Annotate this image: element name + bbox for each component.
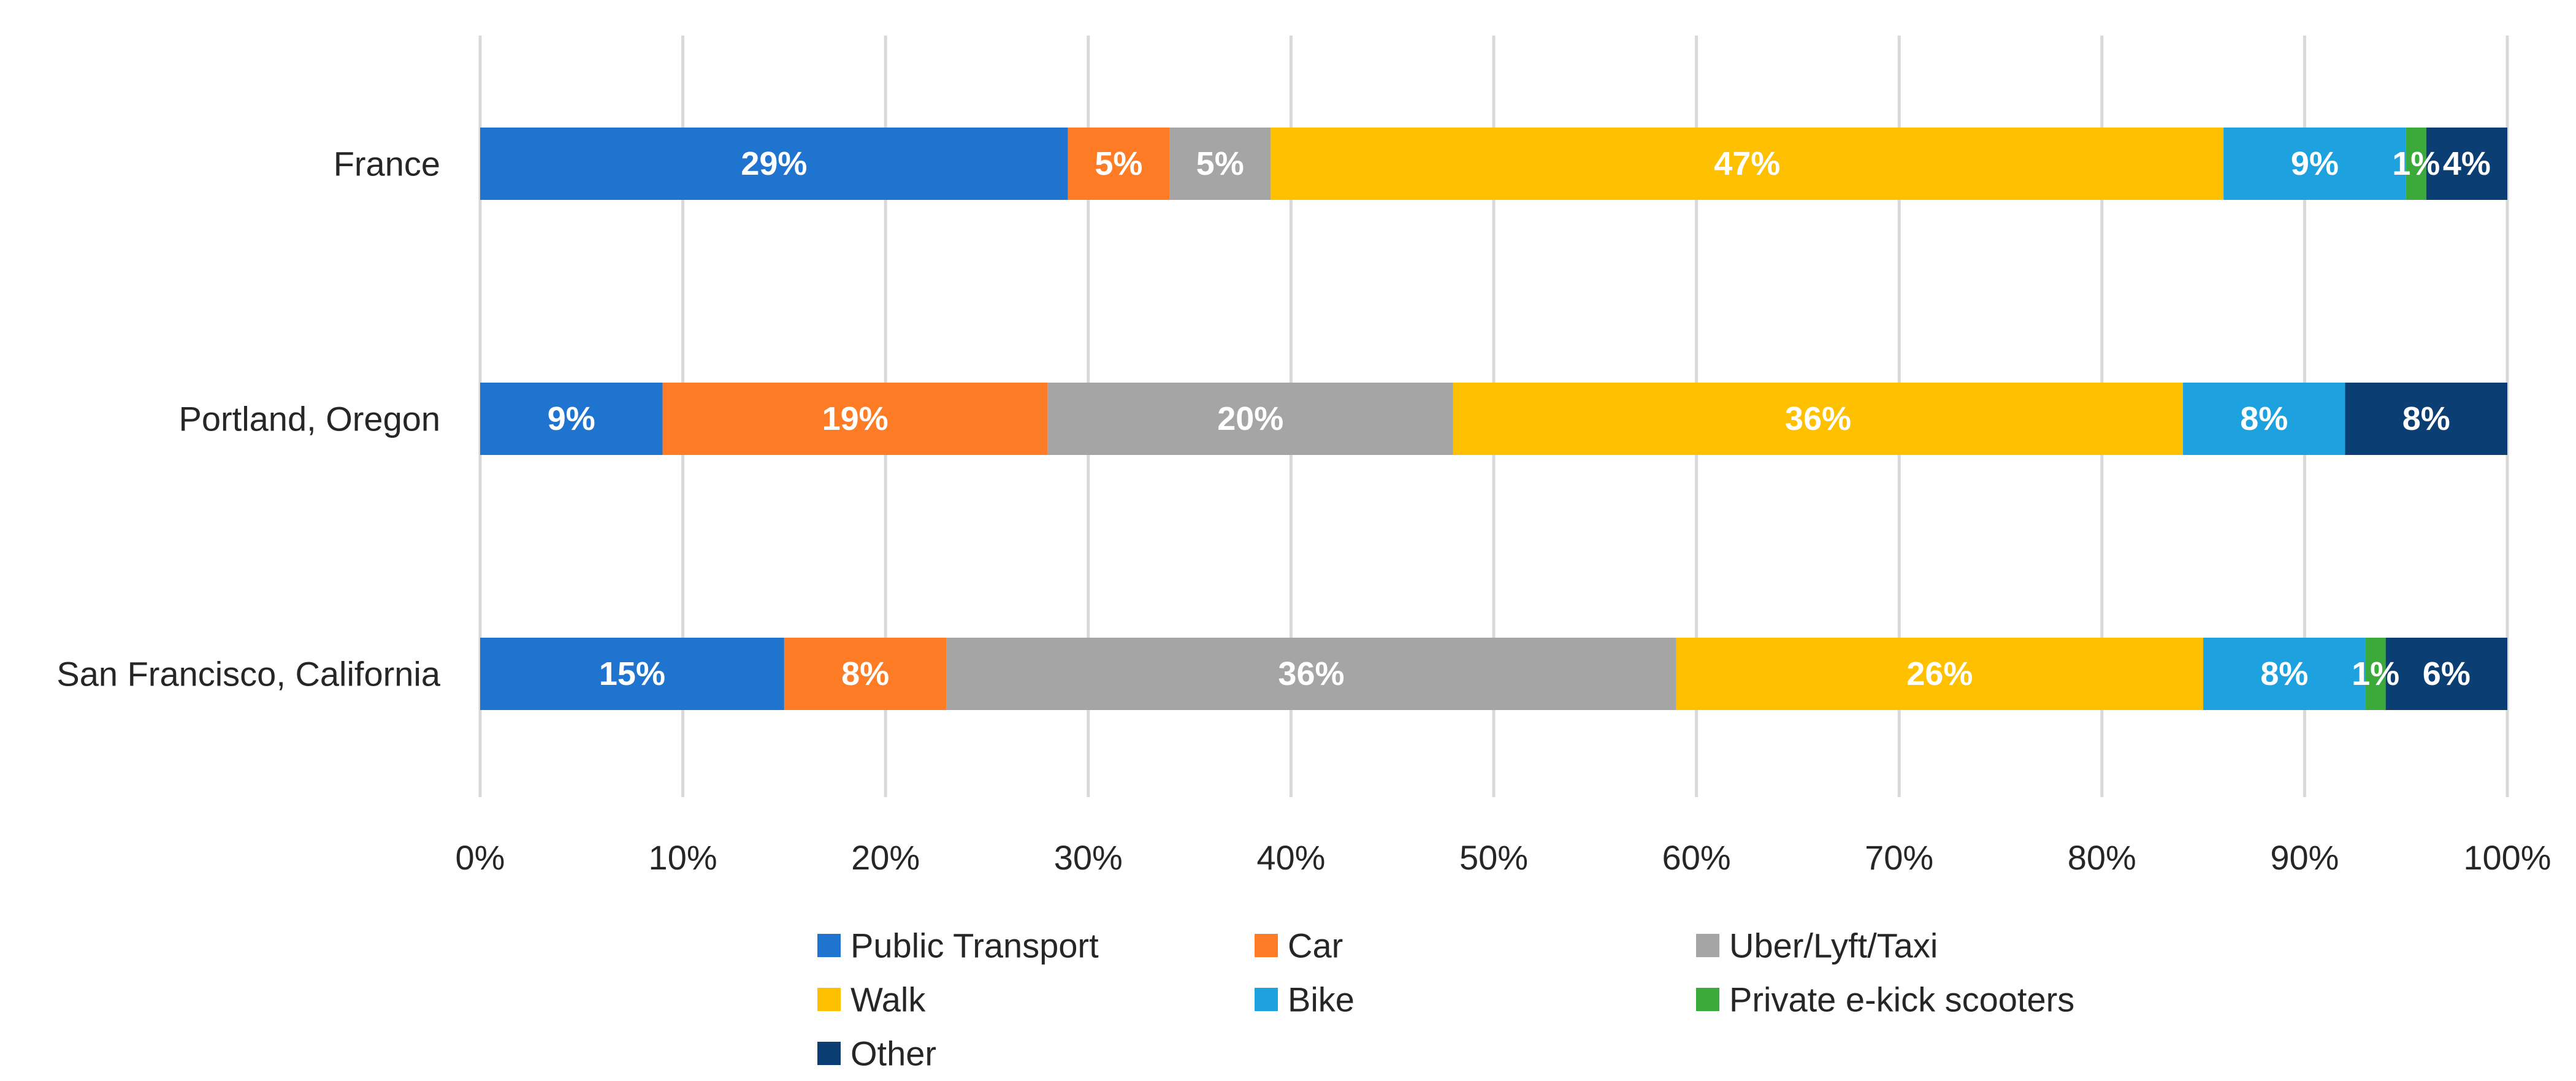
data-label: 8% <box>2240 400 2288 437</box>
data-label: 9% <box>2291 145 2339 182</box>
legend-swatch <box>1255 988 1278 1011</box>
x-tick-label: 20% <box>851 838 920 877</box>
bar-segment <box>2385 638 2507 710</box>
bar-segment <box>1453 383 2184 455</box>
data-labels: 29% 5% 5% 47% 9% 1% 4%9% 19% 20% 36% 8% 8%15% 8% 36% 2… <box>548 145 2491 692</box>
bar-segment <box>2426 128 2507 200</box>
legend: Public Transport Car Uber/Lyft/Taxi Walk Bik… <box>817 926 2074 1073</box>
data-label: 9% <box>548 400 595 437</box>
x-tick-label: 0% <box>456 838 505 877</box>
legend-label: Uber/Lyft/Taxi <box>1729 926 1938 965</box>
data-label: 6% <box>2423 655 2471 692</box>
bar-segment <box>2406 128 2426 200</box>
x-tick-label: 100% <box>2463 838 2551 877</box>
legend-label: Car <box>1288 926 1343 965</box>
bar-segment <box>480 128 1068 200</box>
data-label: 29% <box>741 145 807 182</box>
category-label: Portland, Oregon <box>179 400 440 438</box>
bar-segment <box>480 638 784 710</box>
category-label: San Francisco, California <box>56 655 440 693</box>
legend-swatch <box>817 988 841 1011</box>
data-label: 5% <box>1095 145 1142 182</box>
legend-swatch <box>817 934 841 957</box>
data-label: 19% <box>822 400 889 437</box>
x-tick-label: 40% <box>1256 838 1325 877</box>
data-label: 4% <box>2443 145 2491 182</box>
data-label: 26% <box>1906 655 1973 692</box>
bars <box>480 128 2507 710</box>
x-tick-label: 50% <box>1459 838 1528 877</box>
data-label: 36% <box>1278 655 1344 692</box>
data-label: 1% <box>2392 145 2440 182</box>
bar-segment <box>1047 383 1453 455</box>
bar-segment <box>2345 383 2507 455</box>
data-label: 20% <box>1217 400 1283 437</box>
bar-segment <box>946 638 1676 710</box>
x-tick-label: 60% <box>1662 838 1731 877</box>
category-label: France <box>334 145 440 183</box>
bar-segment <box>2183 383 2345 455</box>
legend-label: Private e-kick scooters <box>1729 980 2074 1019</box>
bar-segment <box>2223 128 2406 200</box>
x-tick-label: 70% <box>1865 838 1933 877</box>
bar-segment <box>2365 638 2386 710</box>
data-label: 1% <box>2352 655 2399 692</box>
bar-segment <box>1271 128 2224 200</box>
data-label: 47% <box>1714 145 1780 182</box>
legend-swatch <box>817 1042 841 1065</box>
data-label: 8% <box>2260 655 2308 692</box>
legend-label: Other <box>850 1034 936 1073</box>
bar-segment <box>662 383 1048 455</box>
legend-swatch <box>1696 988 1719 1011</box>
bar-segment <box>1169 128 1271 200</box>
legend-label: Public Transport <box>850 926 1099 965</box>
bar-segment <box>480 383 663 455</box>
legend-swatch <box>1255 934 1278 957</box>
legend-label: Bike <box>1288 980 1355 1019</box>
bar-segment <box>1068 128 1170 200</box>
data-label: 15% <box>599 655 665 692</box>
data-label: 36% <box>1785 400 1851 437</box>
x-tick-label: 10% <box>649 838 717 877</box>
data-label: 8% <box>2402 400 2450 437</box>
legend-swatch <box>1696 934 1719 957</box>
x-tick-label: 80% <box>2068 838 2136 877</box>
x-tick-label: 90% <box>2270 838 2339 877</box>
legend-label: Walk <box>850 980 926 1019</box>
axes: 0% 10% 20% 30% 40% 50% 60% 70% 80% 90% 100% France P… <box>56 145 2551 877</box>
data-label: 8% <box>841 655 889 692</box>
bar-segment <box>1676 638 2204 710</box>
x-tick-label: 30% <box>1054 838 1123 877</box>
bar-segment <box>784 638 947 710</box>
data-label: 5% <box>1196 145 1244 182</box>
bar-segment <box>2203 638 2366 710</box>
